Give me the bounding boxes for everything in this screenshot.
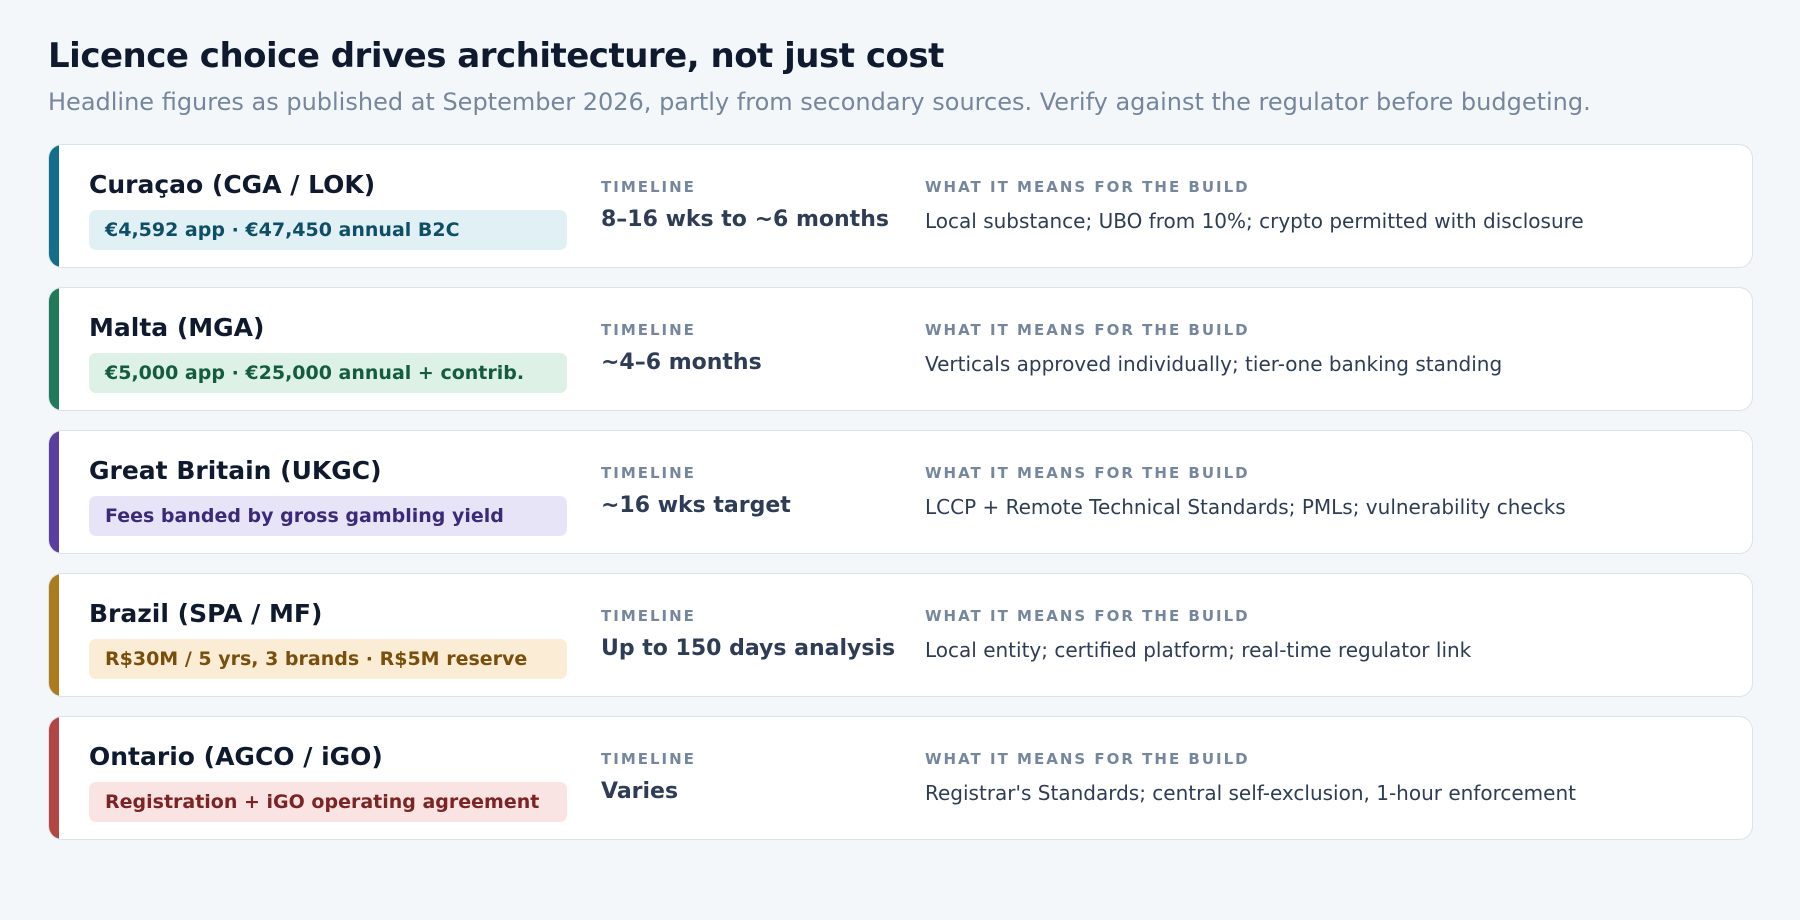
page-title: Licence choice drives architecture, not … <box>48 36 944 76</box>
timeline-value: 8–16 wks to ~6 months <box>601 207 889 232</box>
timeline-value: ~16 wks target <box>601 493 791 518</box>
build-value: Local entity; certified platform; real-t… <box>925 638 1472 662</box>
licence-list: Curaçao (CGA / LOK) €4,592 app · €47,450… <box>48 144 1753 840</box>
timeline-value: Up to 150 days analysis <box>601 636 896 661</box>
timeline-label: TIMELINE <box>601 607 696 625</box>
build-label: WHAT IT MEANS FOR THE BUILD <box>925 750 1250 768</box>
fee-badge: €4,592 app · €47,450 annual B2C <box>89 210 567 250</box>
fee-badge: Fees banded by gross gambling yield <box>89 496 567 536</box>
build-value: Local substance; UBO from 10%; crypto pe… <box>925 209 1584 233</box>
card-accent-bar <box>49 717 59 839</box>
card-accent-bar <box>49 431 59 553</box>
build-label: WHAT IT MEANS FOR THE BUILD <box>925 178 1250 196</box>
build-value: Verticals approved individually; tier-on… <box>925 352 1503 376</box>
timeline-label: TIMELINE <box>601 321 696 339</box>
card-accent-bar <box>49 145 59 267</box>
page-subtitle: Headline figures as published at Septemb… <box>48 88 1591 116</box>
fee-badge: €5,000 app · €25,000 annual + contrib. <box>89 353 567 393</box>
build-value: Registrar's Standards; central self-excl… <box>925 781 1576 805</box>
build-label: WHAT IT MEANS FOR THE BUILD <box>925 321 1250 339</box>
licence-name: Ontario (AGCO / iGO) <box>89 742 383 771</box>
build-value: LCCP + Remote Technical Standards; PMLs;… <box>925 495 1566 519</box>
card-accent-bar <box>49 288 59 410</box>
licence-card-brazil: Brazil (SPA / MF) R$30M / 5 yrs, 3 brand… <box>48 573 1753 697</box>
timeline-label: TIMELINE <box>601 178 696 196</box>
licence-name: Great Britain (UKGC) <box>89 456 382 485</box>
timeline-value: Varies <box>601 779 679 804</box>
timeline-value: ~4–6 months <box>601 350 762 375</box>
licence-name: Malta (MGA) <box>89 313 265 342</box>
card-accent-bar <box>49 574 59 696</box>
licence-card-ontario: Ontario (AGCO / iGO) Registration + iGO … <box>48 716 1753 840</box>
licence-name: Brazil (SPA / MF) <box>89 599 323 628</box>
build-label: WHAT IT MEANS FOR THE BUILD <box>925 464 1250 482</box>
build-label: WHAT IT MEANS FOR THE BUILD <box>925 607 1250 625</box>
fee-badge: Registration + iGO operating agreement <box>89 782 567 822</box>
licence-name: Curaçao (CGA / LOK) <box>89 170 376 199</box>
timeline-label: TIMELINE <box>601 464 696 482</box>
timeline-label: TIMELINE <box>601 750 696 768</box>
licence-card-curacao: Curaçao (CGA / LOK) €4,592 app · €47,450… <box>48 144 1753 268</box>
licence-card-great-britain: Great Britain (UKGC) Fees banded by gros… <box>48 430 1753 554</box>
licence-card-malta: Malta (MGA) €5,000 app · €25,000 annual … <box>48 287 1753 411</box>
fee-badge: R$30M / 5 yrs, 3 brands · R$5M reserve <box>89 639 567 679</box>
